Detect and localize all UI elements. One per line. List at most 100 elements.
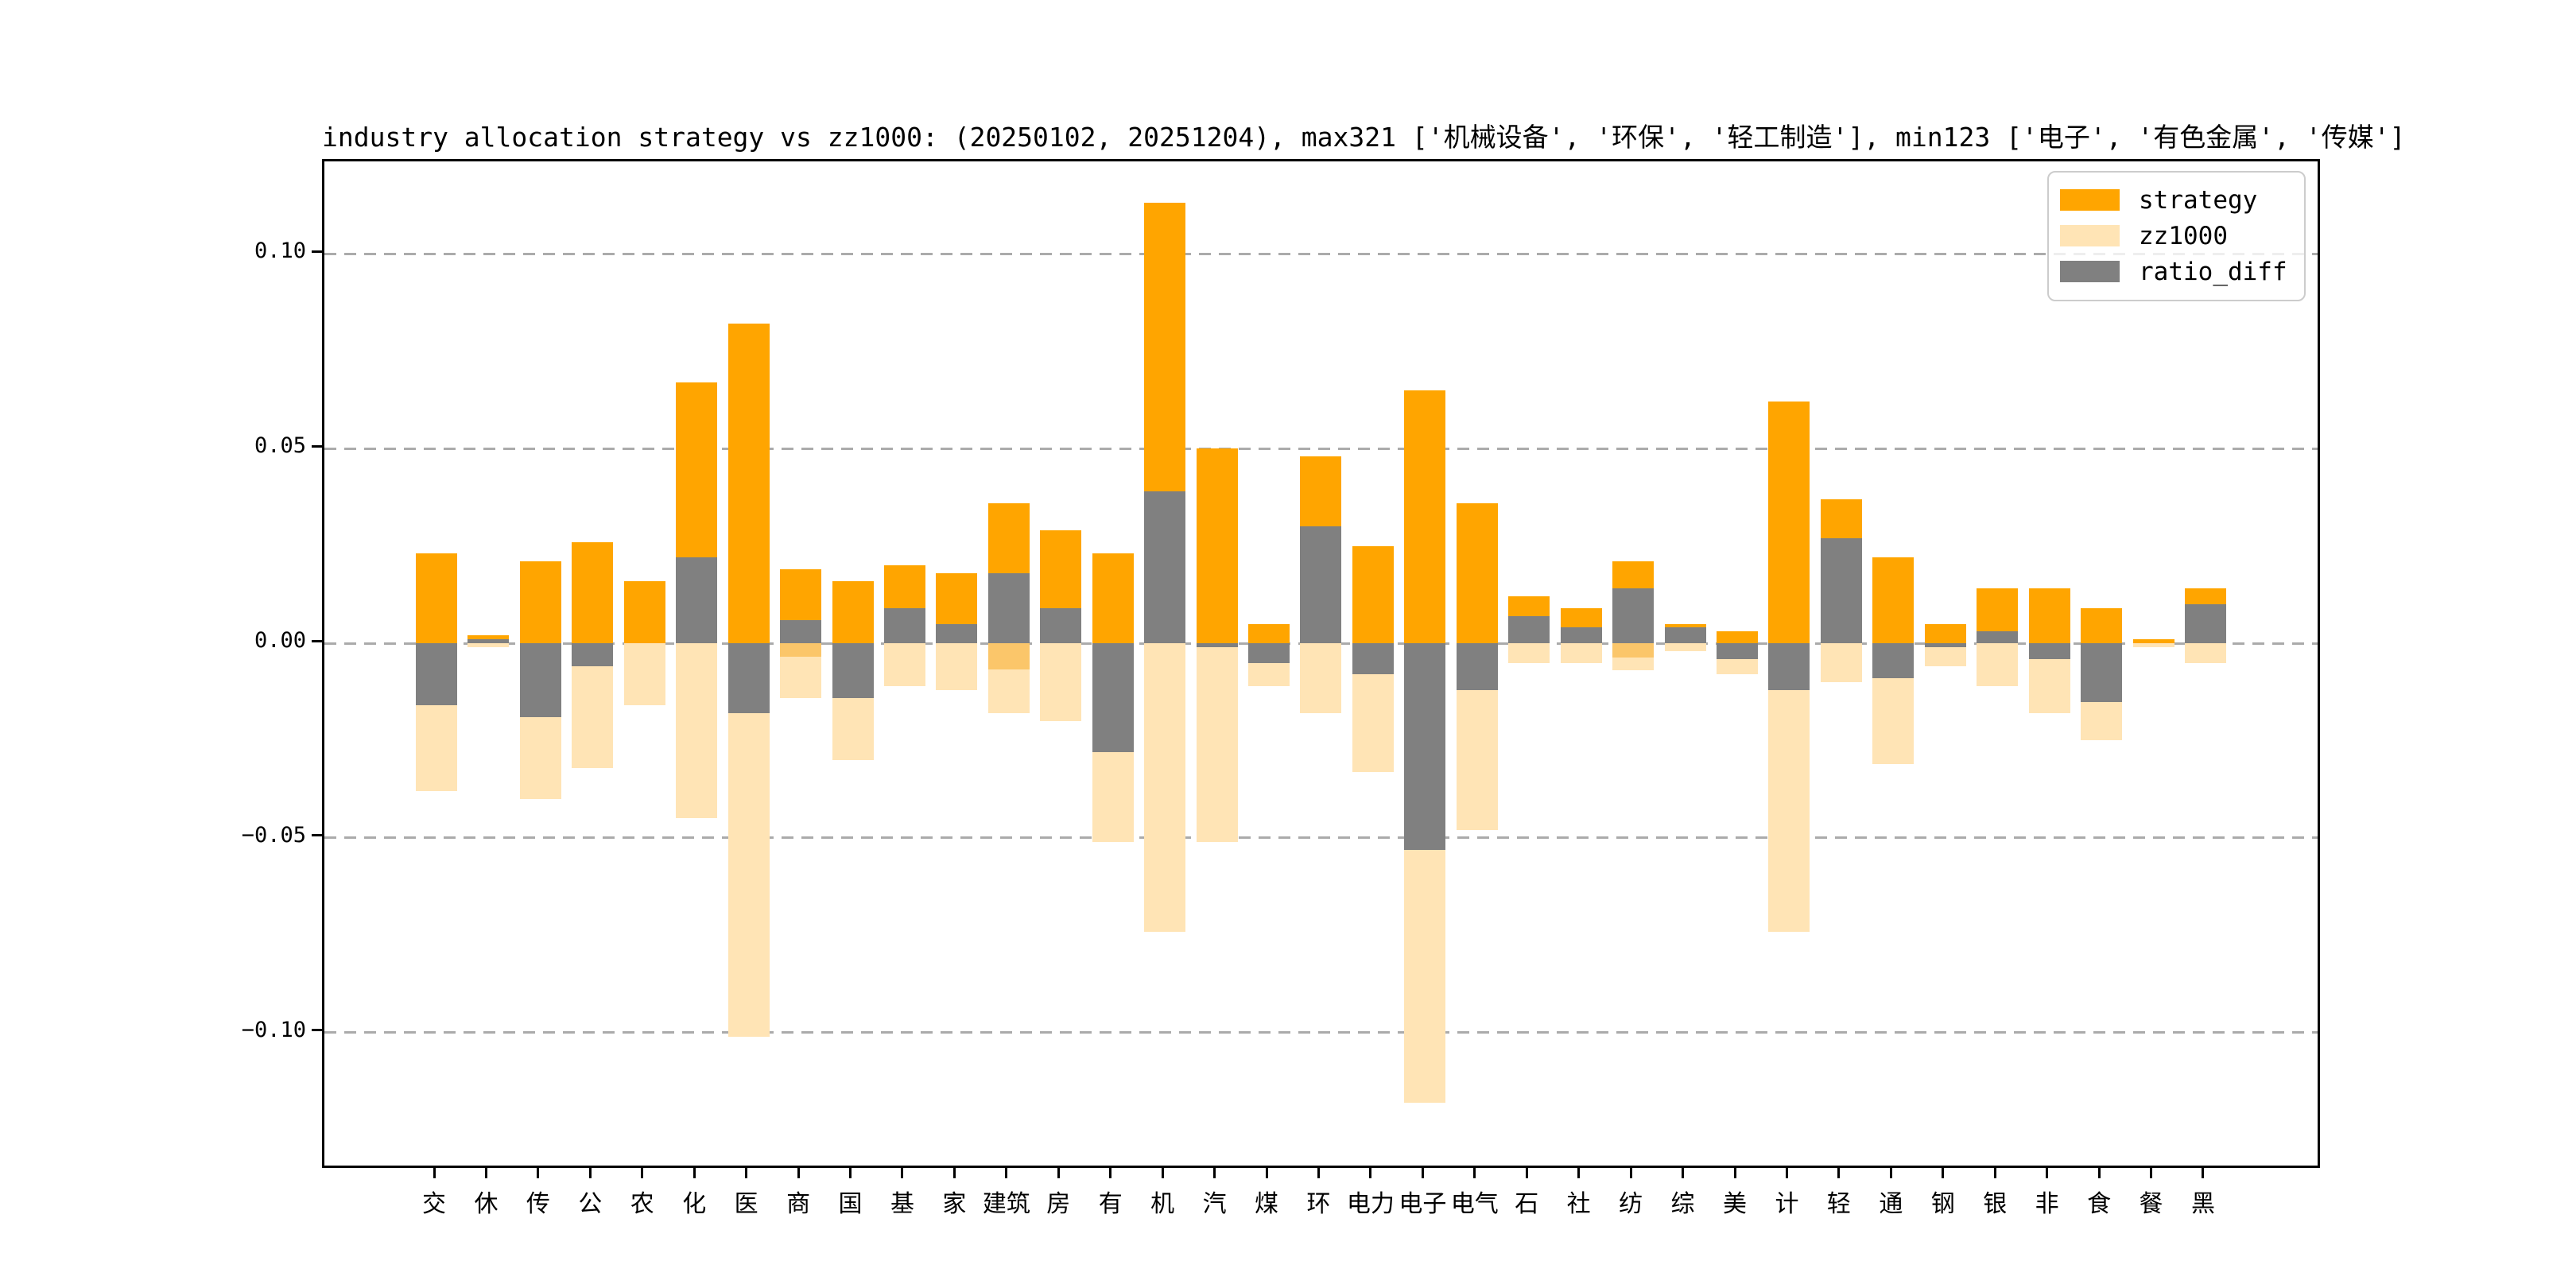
- bar-zz1000-家: [936, 643, 978, 690]
- bar-ratio-diff-环: [1300, 526, 1342, 644]
- y-tick-label-−0.10: −0.10: [241, 1017, 306, 1042]
- bar-zz1000-轻: [1820, 643, 1862, 682]
- x-tick-label-钢: 钢: [1930, 1190, 1955, 1218]
- bar-ratio-diff-家: [936, 623, 978, 643]
- bar-ratio-diff-公: [572, 643, 614, 667]
- bar-zz1000-机: [1144, 643, 1186, 932]
- bar-zz1000-石: [1508, 643, 1550, 663]
- legend-item-zz1000: zz1000: [2060, 218, 2304, 254]
- bar-zz1000-银: [1977, 643, 2019, 686]
- y-tick-label-−0.05: −0.05: [241, 822, 306, 848]
- x-tick-mark: [2150, 1168, 2153, 1178]
- bar-zz1000-基: [883, 643, 925, 686]
- x-tick-label-公: 公: [578, 1190, 603, 1218]
- x-tick-mark: [1213, 1168, 1216, 1178]
- bar-strategy-计: [1768, 402, 1810, 643]
- x-tick-label-基: 基: [890, 1190, 914, 1218]
- bar-zz1000-计: [1768, 643, 1810, 932]
- x-tick-label-家: 家: [942, 1190, 967, 1218]
- x-tick-mark: [901, 1168, 904, 1178]
- bar-ratio-diff-煤: [1248, 643, 1290, 663]
- x-tick-mark: [1369, 1168, 1372, 1178]
- x-tick-mark: [2202, 1168, 2205, 1178]
- bar-zz1000-社: [1560, 643, 1602, 663]
- x-tick-mark: [641, 1168, 644, 1178]
- bar-strategy-电力: [1352, 545, 1394, 643]
- chart-title: industry allocation strategy vs zz1000: …: [322, 122, 2406, 153]
- y-tick-label-0.00: 0.00: [254, 628, 306, 654]
- y-tick-mark: [312, 250, 322, 253]
- x-tick-label-有: 有: [1098, 1190, 1123, 1218]
- bar-ratio-diff-房: [1040, 607, 1082, 643]
- bar-ratio-diff-汽: [1196, 643, 1238, 647]
- bar-ratio-diff-电力: [1352, 643, 1394, 675]
- x-tick-mark: [1733, 1168, 1736, 1178]
- x-tick-label-传: 传: [526, 1190, 550, 1218]
- y-tick-mark: [312, 1029, 322, 1032]
- bar-ratio-diff-医: [727, 643, 770, 714]
- x-tick-label-电气: 电气: [1450, 1190, 1499, 1218]
- x-tick-label-化: 化: [682, 1190, 707, 1218]
- legend-label-zz1000: zz1000: [2139, 221, 2228, 250]
- bar-strategy-美: [1717, 631, 1758, 643]
- legend-swatch-strategy: [2060, 189, 2120, 211]
- gridline-0.05: [324, 447, 2318, 450]
- bar-ratio-diff-化: [676, 557, 718, 643]
- x-tick-mark: [1837, 1168, 1841, 1178]
- bar-ratio-diff-传: [519, 643, 561, 718]
- x-tick-mark: [2097, 1168, 2101, 1178]
- bar-ratio-diff-银: [1977, 631, 2019, 643]
- legend-item-ratio_diff: ratio_diff: [2060, 254, 2304, 289]
- x-tick-mark: [1265, 1168, 1268, 1178]
- bar-ratio-diff-休: [467, 639, 510, 644]
- x-tick-label-电力: 电力: [1346, 1190, 1395, 1218]
- x-tick-mark: [797, 1168, 800, 1178]
- bar-strategy-煤: [1248, 623, 1290, 643]
- bar-strategy-电气: [1456, 502, 1498, 643]
- x-tick-label-计: 计: [1775, 1190, 1799, 1218]
- x-tick-label-非: 非: [2035, 1190, 2059, 1218]
- x-tick-mark: [692, 1168, 696, 1178]
- bar-strategy-汽: [1196, 448, 1238, 644]
- legend-item-strategy: strategy: [2060, 182, 2304, 218]
- x-tick-label-商: 商: [786, 1190, 811, 1218]
- plot-area: [322, 159, 2320, 1168]
- x-tick-label-房: 房: [1046, 1190, 1071, 1218]
- gridline-0.10: [324, 252, 2318, 255]
- bar-strategy-国: [832, 580, 874, 643]
- x-tick-mark: [1889, 1168, 1892, 1178]
- x-tick-mark: [1057, 1168, 1060, 1178]
- y-tick-label-0.10: 0.10: [254, 239, 306, 264]
- bar-ratio-diff-纺: [1612, 588, 1655, 643]
- x-tick-mark: [1577, 1168, 1581, 1178]
- legend-label-strategy: strategy: [2139, 185, 2258, 215]
- bar-ratio-diff-电子: [1404, 643, 1446, 850]
- bar-strategy-公: [572, 541, 614, 644]
- x-tick-mark: [1525, 1168, 1528, 1178]
- y-tick-mark: [312, 444, 322, 448]
- bar-strategy-食: [2081, 607, 2123, 643]
- x-tick-label-餐: 餐: [2139, 1190, 2163, 1218]
- bar-overlap-纺: [1612, 643, 1655, 658]
- x-tick-mark: [1785, 1168, 1788, 1178]
- legend-label-ratio_diff: ratio_diff: [2139, 257, 2287, 286]
- x-tick-mark: [1317, 1168, 1320, 1178]
- bar-overlap-商: [780, 643, 822, 658]
- legend: strategy zz1000 ratio_diff: [2047, 171, 2306, 301]
- x-tick-label-交: 交: [422, 1190, 446, 1218]
- bar-ratio-diff-计: [1768, 643, 1810, 690]
- bar-ratio-diff-国: [832, 643, 874, 698]
- bar-ratio-diff-综: [1664, 627, 1706, 644]
- x-tick-label-汽: 汽: [1202, 1190, 1227, 1218]
- y-tick-mark: [312, 834, 322, 837]
- x-tick-label-美: 美: [1723, 1190, 1747, 1218]
- bar-zz1000-综: [1664, 643, 1706, 651]
- bar-strategy-医: [727, 324, 770, 643]
- x-tick-label-轻: 轻: [1826, 1190, 1851, 1218]
- x-tick-label-食: 食: [2087, 1190, 2112, 1218]
- bar-zz1000-房: [1040, 643, 1082, 721]
- bar-ratio-diff-有: [1092, 643, 1134, 753]
- bar-zz1000-化: [676, 643, 718, 819]
- bar-strategy-餐: [2132, 639, 2174, 644]
- bar-strategy-传: [519, 561, 561, 644]
